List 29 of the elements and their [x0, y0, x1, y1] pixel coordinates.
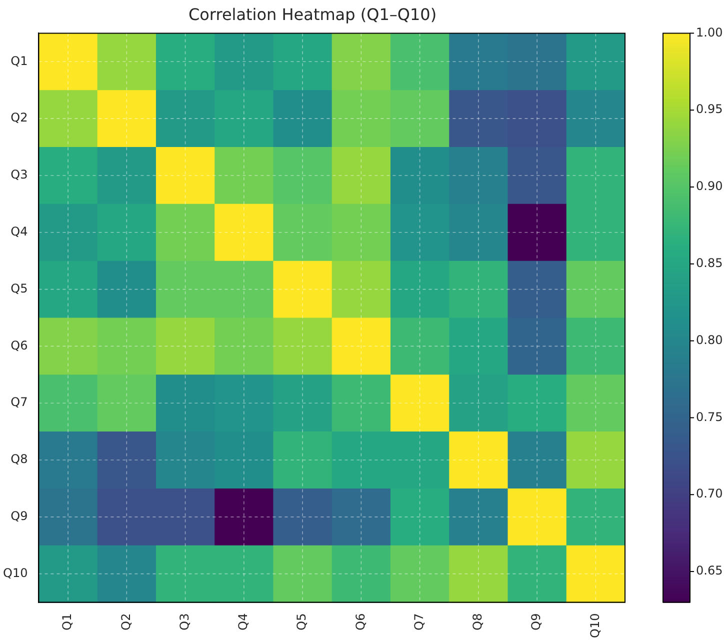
color-bar-label: 0.70 — [696, 486, 723, 501]
x-tick-label: Q10 — [588, 613, 602, 638]
y-tick-label: Q6 — [10, 338, 28, 352]
y-tick-label: Q1 — [10, 54, 28, 68]
y-tick-label: Q2 — [10, 110, 28, 125]
x-tick-label: Q2 — [118, 613, 133, 630]
y-tick-label: Q9 — [10, 509, 28, 524]
y-tick-label: Q7 — [10, 395, 28, 410]
x-tick-label: Q9 — [529, 613, 544, 630]
color-bar-label: 0.75 — [696, 410, 723, 424]
color-bar-label: 0.85 — [696, 256, 723, 270]
y-tick-label: Q8 — [10, 452, 28, 466]
chart-title: Correlation Heatmap (Q1–Q10) — [188, 4, 437, 24]
x-tick-label: Q5 — [294, 613, 309, 630]
x-tick-label: Q4 — [236, 613, 250, 630]
color-bar-label: 0.90 — [696, 179, 723, 194]
y-tick-label: Q3 — [10, 168, 28, 182]
y-tick-label: Q5 — [10, 281, 28, 296]
x-tick-label: Q7 — [412, 613, 426, 630]
y-tick-label: Q10 — [2, 566, 28, 580]
color-bar-label: 0.80 — [696, 332, 723, 347]
x-tick-label: Q3 — [177, 613, 192, 630]
x-tick-label: Q1 — [60, 613, 74, 630]
y-tick-label: Q4 — [10, 224, 28, 239]
color-bar-label: 1.00 — [696, 25, 723, 40]
color-bar-label: 0.95 — [696, 102, 723, 116]
x-tick-label: Q6 — [353, 613, 368, 630]
color-bar-label: 0.65 — [696, 564, 723, 578]
x-tick-label: Q8 — [470, 613, 485, 630]
